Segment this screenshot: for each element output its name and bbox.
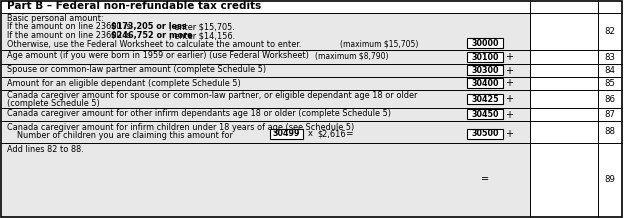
Text: Canada caregiver amount for other infirm dependants age 18 or older (complete Sc: Canada caregiver amount for other infirm… [7, 109, 391, 119]
Text: x: x [308, 129, 313, 138]
Bar [467, 109, 503, 119]
Text: Canada caregiver amount for infirm children under 18 years of age (see Schedule : Canada caregiver amount for infirm child… [7, 123, 354, 131]
Text: If the amount on line 23600 is: If the amount on line 23600 is [7, 31, 134, 40]
Bar [467, 65, 503, 75]
Text: Age amount (if you were born in 1959 or earlier) (use Federal Worksheet): Age amount (if you were born in 1959 or … [7, 51, 309, 61]
Text: (complete Schedule 5): (complete Schedule 5) [7, 99, 100, 109]
Text: 86: 86 [605, 94, 615, 104]
Text: 89: 89 [605, 175, 615, 184]
Text: 30100: 30100 [471, 53, 499, 61]
Bar [598, 2, 622, 216]
Text: Part B – Federal non-refundable tax credits: Part B – Federal non-refundable tax cred… [7, 1, 261, 11]
Text: (maximum $15,705): (maximum $15,705) [340, 39, 418, 48]
Bar [467, 52, 503, 62]
Text: +: + [505, 109, 513, 119]
Text: +: + [505, 94, 513, 104]
Text: , enter $15,705.: , enter $15,705. [169, 22, 235, 31]
Text: +: + [505, 65, 513, 75]
Text: 30300: 30300 [471, 66, 499, 75]
Text: Canada caregiver amount for spouse or common-law partner, or eligible dependant : Canada caregiver amount for spouse or co… [7, 92, 417, 100]
Text: (maximum $8,790): (maximum $8,790) [315, 51, 389, 61]
Bar [467, 39, 503, 48]
Bar [2, 0, 622, 13]
Text: 30400: 30400 [471, 79, 499, 88]
Text: =: = [481, 174, 489, 184]
Text: Amount for an eligible dependant (complete Schedule 5): Amount for an eligible dependant (comple… [7, 78, 241, 87]
Text: +: + [505, 129, 513, 139]
Text: 30500: 30500 [471, 129, 499, 138]
Text: 85: 85 [605, 79, 615, 88]
Text: $246,752 or more: $246,752 or more [111, 31, 193, 40]
Bar [270, 129, 303, 139]
Text: 88: 88 [605, 128, 615, 136]
Bar [467, 78, 503, 89]
Text: Otherwise, use the Federal Worksheet to calculate the amount to enter.: Otherwise, use the Federal Worksheet to … [7, 39, 301, 48]
Bar [530, 2, 598, 216]
Text: 87: 87 [605, 110, 615, 119]
Text: 30499: 30499 [273, 129, 300, 138]
Text: 83: 83 [605, 53, 615, 61]
Text: $2,616: $2,616 [317, 129, 346, 138]
Bar [467, 94, 503, 104]
Bar [467, 129, 503, 139]
Text: If the amount on line 23600 is: If the amount on line 23600 is [7, 22, 134, 31]
Text: Add lines 82 to 88.: Add lines 82 to 88. [7, 145, 84, 153]
Text: +: + [505, 52, 513, 62]
Text: +: + [505, 78, 513, 89]
Text: 30000: 30000 [471, 39, 499, 48]
Text: 84: 84 [605, 66, 615, 75]
Text: 30450: 30450 [471, 110, 499, 119]
Text: Basic personal amount:: Basic personal amount: [7, 14, 104, 23]
Text: , enter $14,156.: , enter $14,156. [169, 31, 235, 40]
Text: 30425: 30425 [471, 94, 499, 104]
Text: 82: 82 [605, 27, 615, 36]
Text: $173,205 or less: $173,205 or less [111, 22, 187, 31]
Text: =: = [345, 129, 353, 138]
Text: Number of children you are claiming this amount for: Number of children you are claiming this… [17, 131, 233, 140]
Text: Spouse or common-law partner amount (complete Schedule 5): Spouse or common-law partner amount (com… [7, 65, 266, 75]
